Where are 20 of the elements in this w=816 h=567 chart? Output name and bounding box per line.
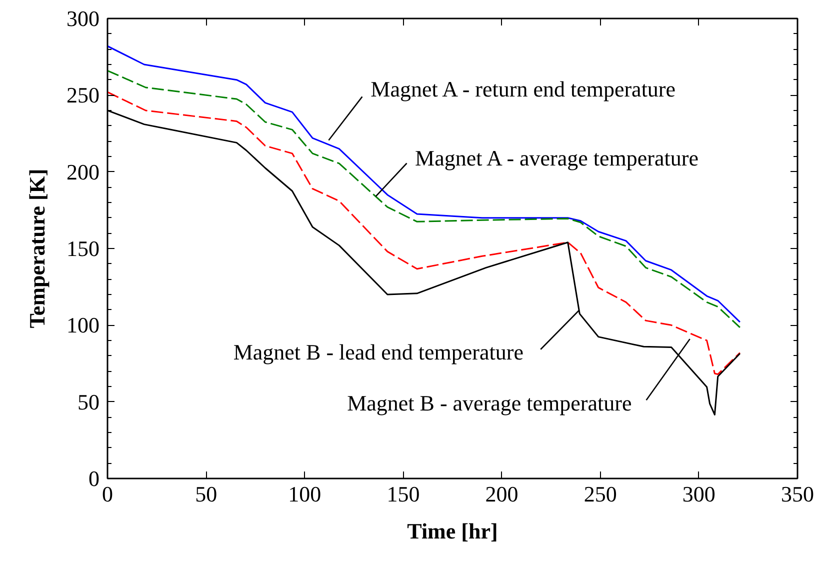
annotation: Magnet B - average temperature: [347, 390, 632, 416]
x-tick-label: 50: [195, 482, 218, 506]
y-tick-label: 150: [66, 236, 100, 261]
x-tick-label: 250: [584, 482, 617, 506]
x-tick-label: 150: [386, 482, 420, 506]
x-axis-title: Time [hr]: [407, 518, 498, 544]
y-tick-label: 100: [66, 312, 100, 338]
x-tick-label: 200: [485, 482, 518, 506]
y-tick-label: 250: [66, 82, 100, 108]
y-tick-label: 200: [66, 159, 100, 184]
x-tick-label: 100: [288, 482, 322, 506]
y-tick-label: 0: [88, 466, 100, 491]
x-tick-label: 350: [781, 482, 814, 506]
annotation: Magnet B - lead end temperature: [233, 340, 524, 364]
annotation: Magnet A - return end temperature: [370, 76, 676, 102]
x-tick-label: 300: [682, 482, 716, 506]
y-axis-title: Temperature [K]: [24, 168, 50, 328]
y-tick-label: 300: [66, 6, 100, 31]
annotation: Magnet A - average temperature: [415, 146, 698, 171]
y-tick-label: 50: [78, 389, 100, 414]
